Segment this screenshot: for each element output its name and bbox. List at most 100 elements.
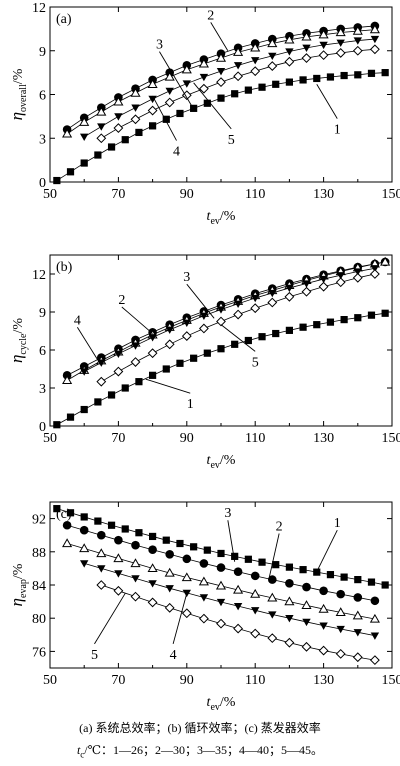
panel-label: (a) — [56, 12, 72, 27]
data-point — [216, 618, 226, 629]
data-point — [216, 563, 226, 572]
data-point — [181, 572, 192, 582]
x-tick-label: 90 — [180, 187, 194, 202]
series-line — [84, 267, 375, 372]
series-2 — [62, 520, 380, 606]
data-point — [353, 629, 362, 637]
data-point — [301, 53, 312, 63]
data-point — [62, 375, 73, 385]
data-point — [217, 549, 225, 558]
data-point — [97, 123, 106, 131]
data-point — [369, 269, 380, 279]
data-point — [272, 561, 280, 569]
data-point — [353, 593, 363, 602]
data-point — [352, 25, 363, 35]
annotation-leader-line — [193, 82, 232, 130]
data-point — [354, 576, 362, 584]
data-point — [258, 83, 266, 91]
y-tick-label: 6 — [39, 344, 46, 359]
data-point — [335, 48, 346, 58]
data-point — [369, 613, 380, 623]
data-point — [149, 532, 157, 541]
annotation-leader-line — [316, 530, 338, 572]
data-point — [217, 94, 225, 102]
data-point — [251, 294, 260, 303]
data-point — [285, 48, 294, 56]
data-point — [216, 598, 226, 607]
data-point — [130, 357, 141, 367]
data-point — [107, 391, 116, 399]
data-point — [79, 117, 90, 126]
panel-b-efficiency-cycle: 50 70 90 110 130 150036912(b)tev/%ηcycle/%123… — [7, 254, 400, 471]
panel-a-efficiency-overall: 50 70 90 110 130 150036912(a)tev/%ηoverall/%1… — [7, 1, 400, 227]
data-point — [313, 568, 321, 576]
data-point — [250, 571, 260, 581]
data-point — [96, 548, 107, 558]
y-tick-label: 0 — [39, 420, 46, 435]
y-tick-label: 88 — [32, 546, 46, 561]
data-point — [148, 580, 157, 588]
data-point — [244, 86, 252, 94]
data-point — [233, 300, 243, 308]
series-1 — [53, 505, 389, 589]
data-point — [318, 603, 329, 613]
data-point — [369, 44, 380, 55]
data-point — [284, 34, 295, 44]
series-1 — [53, 69, 389, 185]
x-tick-label: 50 — [43, 673, 57, 688]
y-axis-unit: /% — [11, 563, 26, 579]
y-tick-label: 0 — [39, 176, 46, 191]
y-axis-symbol: η — [7, 355, 26, 363]
annotation-label: 1 — [187, 397, 194, 412]
series-line — [101, 273, 375, 383]
data-point — [130, 87, 141, 97]
data-point — [285, 326, 293, 334]
data-point — [318, 29, 329, 39]
x-tick-label: 70 — [111, 673, 125, 688]
data-point — [113, 366, 124, 377]
data-point — [319, 275, 328, 284]
data-point — [198, 613, 209, 624]
data-point — [233, 62, 243, 70]
annotation-label: 5 — [252, 355, 259, 370]
data-point — [181, 64, 192, 74]
data-point — [96, 376, 107, 387]
data-point — [233, 309, 244, 320]
annotation-leader-line — [316, 84, 338, 119]
data-point — [113, 123, 124, 133]
data-point — [199, 594, 209, 602]
data-point — [250, 588, 261, 598]
data-point — [250, 628, 261, 639]
data-point — [199, 312, 209, 320]
figure-caption-line1: (a) 系统总效率；(b) 循环效率；(c) 蒸发器效率 — [0, 720, 400, 736]
y-axis-unit: /% — [11, 68, 26, 84]
data-point — [97, 565, 106, 573]
data-point — [301, 31, 312, 41]
data-point — [198, 576, 209, 586]
data-point — [131, 540, 140, 550]
data-point — [336, 272, 345, 280]
data-point — [113, 585, 124, 596]
data-point — [199, 559, 209, 568]
data-point — [367, 69, 376, 77]
data-point — [135, 128, 143, 137]
data-point — [164, 602, 175, 613]
data-point — [318, 50, 329, 61]
data-point — [231, 552, 239, 560]
data-point — [284, 56, 295, 67]
data-point — [114, 570, 123, 578]
annotation-leader-line — [145, 378, 191, 394]
data-point — [198, 83, 209, 94]
data-point — [336, 625, 345, 634]
annotation-leader-line — [268, 533, 280, 580]
data-point — [147, 79, 158, 88]
series-5 — [96, 580, 380, 666]
data-point — [107, 143, 116, 151]
data-point — [340, 71, 348, 80]
data-point — [268, 289, 277, 298]
data-point — [284, 291, 295, 302]
data-point — [231, 340, 239, 348]
series-4 — [80, 265, 380, 376]
data-point — [131, 342, 140, 350]
data-point — [301, 641, 312, 652]
